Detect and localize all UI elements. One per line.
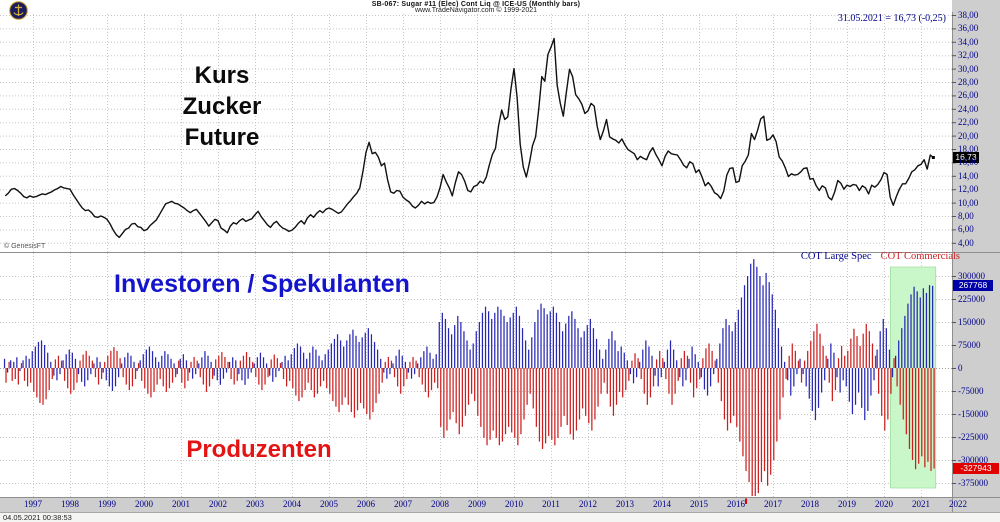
price-axis-tick: 34,00 <box>958 36 979 47</box>
price-axis-tick: 30,00 <box>958 63 979 74</box>
last-bar-annotation: 31.05.2021 = 16,73 (-0,25) <box>837 13 946 24</box>
price-axis-tick: 16,00 <box>958 157 979 168</box>
price-axis-tick: 18,00 <box>958 144 979 154</box>
axis-note-marker <box>744 498 747 504</box>
price-axis-tick: 12,00 <box>958 184 979 195</box>
year-tick: 2003 <box>246 499 264 509</box>
year-tick: 2000 <box>135 499 153 509</box>
year-tick: 2021 <box>912 499 930 509</box>
cot-axis-tick: -375000 <box>958 478 988 488</box>
year-tick: 1997 <box>24 499 42 509</box>
price-panel[interactable] <box>0 12 952 252</box>
year-tick: 2010 <box>505 499 523 509</box>
producers-label: Produzenten <box>186 436 332 463</box>
price-axis-tick: 36,00 <box>958 23 979 34</box>
year-tick: 2015 <box>690 499 708 509</box>
cot-axis-tick: -75000 <box>958 386 984 396</box>
price-axis-tick: 20,00 <box>958 130 979 141</box>
cot-legend: COT Large Spec COT Commercials <box>801 251 960 262</box>
price-axis-tick: 6,00 <box>958 224 974 235</box>
cot-axis-tick: -225000 <box>958 432 988 442</box>
cot-axis-tick: -300000 <box>958 455 988 465</box>
year-tick: 2013 <box>616 499 634 509</box>
year-tick: 2011 <box>542 499 560 509</box>
header-band <box>0 0 952 12</box>
price-axis-tick: 38,00 <box>958 10 979 20</box>
chart-title: SB-067: Sugar #11 (Elec) Cont Liq @ ICE-… <box>371 1 581 8</box>
year-tick: 2022 <box>949 499 967 509</box>
price-axis-tick: 32,00 <box>958 50 979 61</box>
genesis-watermark: © GenesisFT <box>4 243 46 250</box>
cot-axis-tick: 225000 <box>958 294 985 304</box>
year-tick: 2017 <box>764 499 782 509</box>
price-axis-tick: 26,00 <box>958 90 979 101</box>
commercials-value-badge: -327943 <box>953 463 999 475</box>
price-axis-tick: 14,00 <box>958 170 979 181</box>
year-tick: 2005 <box>320 499 338 509</box>
large-spec-value-badge: 267768 <box>953 280 993 292</box>
status-row <box>0 512 1000 522</box>
price-axis-tick: 28,00 <box>958 77 979 87</box>
legend-large-spec: COT Large Spec <box>800 251 872 262</box>
price-series-label-line2: Zucker <box>182 93 262 120</box>
price-axis-tick: 10,00 <box>958 197 979 208</box>
cot-axis-tick: -150000 <box>958 409 988 419</box>
year-tick: 1999 <box>98 499 116 509</box>
cot-axis-tick: 150000 <box>958 317 985 327</box>
price-axis-tick: 24,00 <box>958 103 979 114</box>
year-tick: 2008 <box>431 499 449 509</box>
year-tick: 2009 <box>468 499 486 509</box>
year-tick: 2007 <box>394 499 412 509</box>
price-axis-tick: 8,00 <box>958 211 974 221</box>
year-tick: 2012 <box>579 499 597 509</box>
year-tick: 2014 <box>653 499 671 509</box>
price-axis-tick: 4,00 <box>958 237 974 248</box>
year-tick: 2006 <box>357 499 375 509</box>
price-series-label: Kurs Zucker Future <box>183 60 262 153</box>
cot-axis-tick: 300000 <box>958 271 985 281</box>
year-tick: 2001 <box>172 499 190 509</box>
last-price-badge: 16,73 <box>953 152 979 163</box>
cot-axis-tick: 75000 <box>958 340 981 350</box>
year-tick: 1998 <box>61 499 79 509</box>
legend-commercials: COT Commercials <box>880 251 960 262</box>
year-tick: 2018 <box>801 499 819 509</box>
year-tick: 2004 <box>283 499 301 509</box>
price-series-label-line3: Future <box>184 124 260 151</box>
year-tick: 2002 <box>209 499 227 509</box>
cot-axis-tick: 0 <box>958 363 963 373</box>
year-tick: 2020 <box>875 499 893 509</box>
price-axis-tick: 22,00 <box>958 117 979 128</box>
axis-tick-marks <box>952 15 956 484</box>
render-timestamp: 04.05.2021 00:38:53 <box>3 513 72 522</box>
price-series-label-line1: Kurs <box>194 62 250 89</box>
year-tick: 2016 <box>727 499 745 509</box>
year-tick: 2019 <box>838 499 856 509</box>
investors-label: Investoren / Spekulanten <box>114 270 410 298</box>
tradenavigator-logo-icon <box>9 1 28 20</box>
chart-subtitle: www.TradeNavigator.com © 1999-2021 <box>414 7 537 14</box>
